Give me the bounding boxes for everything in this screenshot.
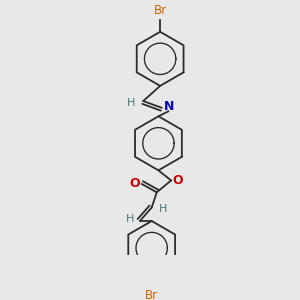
Text: Br: Br <box>145 289 158 300</box>
Text: O: O <box>173 174 183 187</box>
Text: O: O <box>129 176 140 190</box>
Text: H: H <box>127 98 136 108</box>
Text: Br: Br <box>154 4 167 17</box>
Text: H: H <box>125 214 134 224</box>
Text: N: N <box>164 100 174 113</box>
Text: H: H <box>159 204 168 214</box>
